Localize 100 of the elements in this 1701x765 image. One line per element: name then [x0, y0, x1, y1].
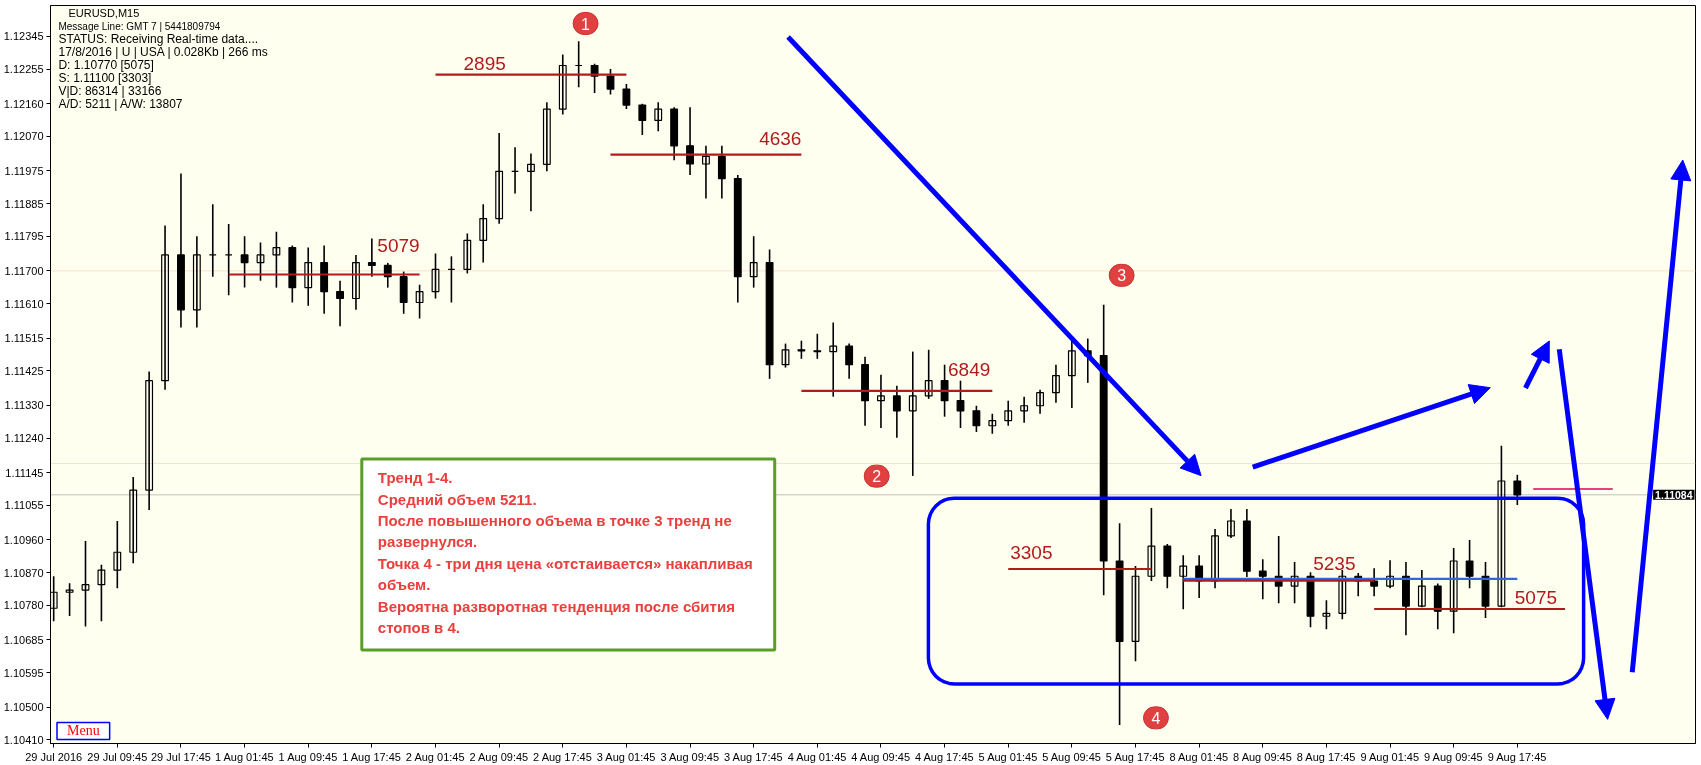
x-tick-label: 3 Aug 17:45 — [724, 750, 783, 763]
y-tick-label: 1.11240 — [4, 432, 44, 445]
annotation: S: 1.11100 [3303] — [58, 71, 152, 86]
y-tick-label: 1.10595 — [3, 666, 44, 679]
candlestick — [192, 235, 201, 329]
annotation: 17/8/2016 | U | USA | 0.028Kb | 266 ms — [58, 45, 268, 60]
x-tick-label: 29 Jul 17:45 — [150, 750, 211, 763]
candlestick — [256, 241, 265, 282]
y-tick-label: 1.10870 — [3, 566, 44, 579]
candlestick — [1386, 559, 1394, 590]
candlestick — [797, 339, 806, 360]
candlestick — [877, 374, 885, 429]
candlestick — [1179, 554, 1188, 611]
x-tick-label: 2 Aug 09:45 — [469, 750, 529, 763]
series-label: 4636 — [759, 128, 802, 150]
candlestick — [702, 145, 710, 200]
candlestick — [495, 132, 504, 225]
candlestick — [527, 152, 535, 213]
x-tick-label: 5 Aug 17:45 — [1105, 750, 1165, 763]
candlestick — [367, 237, 376, 278]
candlestick — [463, 232, 472, 275]
candlestick — [638, 102, 647, 136]
y-tick-label: 1.10500 — [3, 701, 44, 714]
series-label: 5079 — [377, 235, 420, 257]
y-tick-label: 1.10410 — [3, 733, 44, 746]
candlestick — [81, 540, 90, 628]
y-tick-label: 1.12345 — [3, 30, 44, 43]
candlestick — [1227, 508, 1235, 539]
x-tick-label: 9 Aug 17:45 — [1487, 750, 1547, 763]
x-tick-label: 2 Aug 17:45 — [533, 750, 592, 763]
x-tick-label: 3 Aug 09:45 — [660, 750, 720, 763]
candlestick — [1211, 528, 1219, 590]
x-tick-label: 1 Aug 01:45 — [214, 750, 274, 763]
candlestick — [479, 203, 488, 264]
annotation: A/D: 5211 | A/W: 13807 — [58, 97, 183, 112]
y-tick-label: 1.11055 — [4, 499, 44, 512]
candlestick — [1147, 507, 1156, 582]
candlestick — [1513, 474, 1522, 506]
y-tick-label: 1.11145 — [5, 466, 44, 479]
candlestick — [304, 246, 313, 307]
candlestick — [1290, 561, 1299, 604]
candlestick — [97, 563, 106, 623]
series-label: 6849 — [948, 359, 991, 381]
candlestick — [1449, 547, 1458, 635]
candlestick — [240, 235, 249, 289]
annotation: Message Line: GMT 7 | 5441809794 — [58, 20, 221, 32]
candlestick — [558, 53, 567, 116]
y-tick-label: 1.11610 — [4, 297, 44, 310]
x-tick-label: 8 Aug 01:45 — [1169, 750, 1229, 763]
candlestick — [1036, 388, 1044, 415]
candlestick — [1465, 539, 1474, 590]
candlestick — [65, 582, 74, 617]
candlestick — [336, 279, 344, 327]
y-tick-label: 1.11795 — [4, 230, 44, 243]
candlestick — [161, 224, 169, 391]
candlestick — [1131, 565, 1140, 663]
annotation: STATUS: Receiving Real-time data.... — [58, 32, 259, 47]
candlestick — [113, 520, 122, 590]
y-tick-label: 1.10960 — [3, 533, 44, 546]
candlestick — [1338, 569, 1347, 620]
annotation: 4 — [1151, 709, 1161, 727]
candlestick — [1020, 395, 1029, 424]
candlestick — [892, 384, 901, 439]
series-label: 5075 — [1514, 587, 1558, 609]
y-tick-label: 1.12255 — [3, 63, 44, 76]
series-label: 2895 — [463, 53, 506, 75]
chart-title: EURUSD,M15 — [68, 7, 140, 20]
y-tick-label: 1.12160 — [3, 97, 44, 110]
y-tick-label: 1.10685 — [3, 633, 44, 646]
x-tick-label: 3 Aug 01:45 — [596, 750, 656, 763]
candlestick — [1497, 444, 1506, 608]
annotation: D: 1.10770 [5075] — [58, 58, 154, 73]
y-tick-label: 1.12070 — [3, 130, 44, 143]
y-tick-label: 1.11515 — [4, 332, 44, 345]
y-tick-label: 1.11700 — [4, 264, 44, 277]
x-tick-label: 2 Aug 01:45 — [405, 750, 465, 763]
x-tick-label: 4 Aug 09:45 — [851, 750, 911, 763]
annotation: 2 — [872, 468, 882, 486]
candlestick — [829, 321, 838, 398]
candlestick — [542, 101, 551, 173]
x-tick-label: 29 Jul 2016 — [25, 750, 83, 763]
candlestick — [431, 252, 440, 300]
candlestick — [908, 350, 917, 477]
candlestick — [924, 348, 933, 400]
candlestick — [1322, 599, 1331, 631]
x-tick-label: 8 Aug 17:45 — [1296, 750, 1356, 763]
y-tick-label: 1.11975 — [4, 164, 44, 177]
x-tick-label: 5 Aug 09:45 — [1042, 750, 1101, 763]
y-tick-label: 1.11885 — [4, 197, 44, 210]
annotation: Тренд 1-4. Средний объем 5211. После повышенного объема в точке 3 тренд не развернулся. Точка 4 - три дня цена «отстаивается» накапливая объем. Вероятна разворотная тенденция после сбития стопов в 4. — [377, 469, 753, 637]
candlestick — [972, 404, 981, 433]
candlestick — [352, 254, 360, 311]
x-tick-label: 5 Aug 01:45 — [978, 750, 1038, 763]
y-tick-label: 1.11425 — [4, 364, 44, 377]
x-tick-label: 29 Jul 09:45 — [87, 750, 148, 763]
y-tick-label: 1.11330 — [4, 399, 44, 412]
candlestick — [749, 235, 758, 289]
candlestick — [781, 342, 790, 369]
x-tick-label: 4 Aug 17:45 — [914, 750, 974, 763]
candlestick — [988, 412, 997, 435]
